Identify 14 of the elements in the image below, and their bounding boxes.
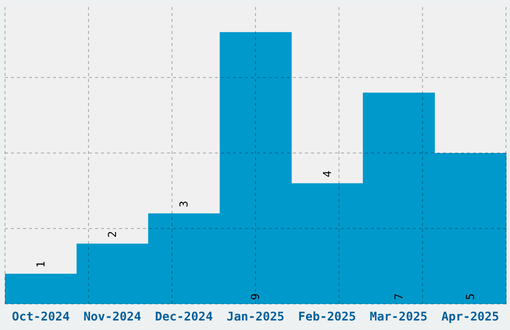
- data-label: 7: [392, 293, 406, 300]
- data-label: 4: [320, 170, 334, 178]
- x-tick-label: Dec-2024: [155, 310, 213, 324]
- data-label: 9: [249, 293, 262, 300]
- x-tick-label: Feb-2025: [298, 310, 356, 324]
- x-tick-label: Apr-2025: [441, 310, 500, 324]
- x-tick-label: Oct-2024: [12, 310, 70, 324]
- data-label: 2: [106, 230, 120, 238]
- data-label: 3: [178, 200, 191, 208]
- data-label: 5: [464, 293, 477, 300]
- x-tick-label: Jan-2025: [226, 310, 284, 324]
- x-tick-label: Nov-2024: [83, 310, 142, 324]
- data-label: 1: [34, 261, 48, 268]
- x-tick-label: Mar-2025: [370, 310, 428, 324]
